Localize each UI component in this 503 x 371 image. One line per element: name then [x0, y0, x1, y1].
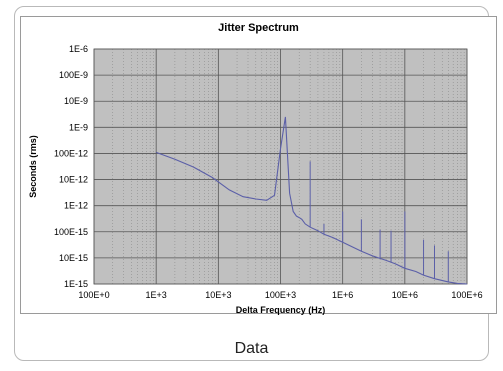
y-tick-label: 10E-15	[59, 253, 88, 263]
y-tick-label: 1E-6	[69, 44, 88, 54]
y-tick-label: 100E-12	[54, 148, 88, 158]
y-tick-label: 1E-12	[64, 201, 88, 211]
y-tick-label: 100E-9	[59, 70, 88, 80]
x-tick-label: 1E+3	[146, 290, 167, 300]
y-tick-label: 10E-12	[59, 175, 88, 185]
x-tick-label: 100E+6	[451, 290, 482, 300]
x-tick-label: 1E+6	[332, 290, 353, 300]
chart-title: Jitter Spectrum	[218, 22, 299, 34]
x-tick-label: 100E+3	[265, 290, 296, 300]
y-tick-label: 10E-9	[64, 96, 88, 106]
y-tick-label: 100E-15	[54, 227, 88, 237]
x-tick-label: 10E+3	[205, 290, 231, 300]
series-line	[156, 116, 468, 285]
y-tick-label: 1E-9	[69, 122, 88, 132]
y-tick-label: 1E-15	[64, 279, 88, 289]
x-tick-label: 100E+0	[78, 290, 109, 300]
x-axis-label: Delta Frequency (Hz)	[236, 305, 326, 315]
x-tick-label: 10E+6	[392, 290, 418, 300]
figure-caption: Data	[234, 340, 269, 357]
y-axis-label: Seconds (rms)	[28, 135, 38, 198]
